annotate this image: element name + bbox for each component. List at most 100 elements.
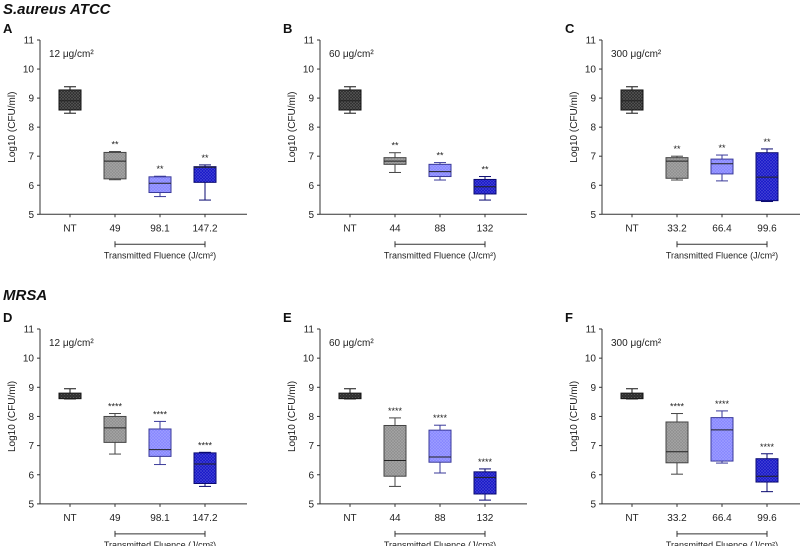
y-tick-label: 8 [590,412,596,423]
y-tick-label: 7 [308,152,314,163]
panel-letter: B [283,21,292,36]
x-tick-label: 147.2 [192,513,217,524]
iqr-box [428,429,452,463]
y-tick-label: 10 [585,354,597,365]
significance-label: ** [436,151,444,161]
panel-a: A 5 6 7 8 9 10 11 Log10 (CFU/ml) 12 μg/cm² NT ** 49 *… [3,21,247,260]
significance-label: **** [198,440,213,450]
y-tick-label: 5 [308,499,314,510]
x-tick-label: 99.6 [757,223,777,234]
panel-letter: C [565,21,575,36]
y-tick-label: 9 [308,383,314,394]
iqr-box [58,89,82,111]
panel-letter: F [565,310,573,325]
iqr-box [148,428,172,457]
significance-label: ** [763,137,771,147]
y-tick-label: 6 [28,470,34,481]
significance-label: ** [673,144,681,154]
y-tick-label: 10 [23,354,35,365]
y-tick-label: 10 [23,65,35,76]
box-NT [620,388,644,400]
y-tick-label: 7 [590,441,596,452]
iqr-box [473,471,497,495]
box-NT [620,86,644,114]
y-tick-label: 10 [303,65,315,76]
x-tick-label: NT [625,513,638,524]
significance-label: **** [433,413,448,423]
box-132: **** [473,457,497,501]
y-tick-label: 8 [308,412,314,423]
panel-b: B 5 6 7 8 9 10 11 Log10 (CFU/ml) 60 μg/cm² NT ** 44 *… [283,21,527,260]
box-98.1: ** [148,164,172,198]
iqr-box [755,458,779,483]
y-tick-label: 7 [28,441,34,452]
box-147.2: **** [193,440,217,487]
box-NT [58,86,82,114]
box-44: ** [383,141,407,173]
y-tick-label: 7 [590,152,596,163]
y-axis-label: Log10 (CFU/ml) [287,381,298,452]
x-tick-label: 147.2 [192,223,217,234]
box-33.2: **** [665,402,689,475]
iqr-box [428,163,452,178]
y-tick-label: 6 [308,470,314,481]
y-axis-label: Log10 (CFU/ml) [7,381,18,452]
significance-label: **** [670,402,685,412]
y-tick-label: 5 [590,499,596,510]
panel-letter: D [3,310,12,325]
y-tick-label: 10 [585,65,597,76]
y-axis-label: Log10 (CFU/ml) [569,381,580,452]
y-tick-label: 5 [28,499,34,510]
y-tick-label: 9 [28,94,34,105]
panel-c: C 5 6 7 8 9 10 11 Log10 (CFU/ml) 300 μg/cm² NT ** 33… [565,21,800,260]
x-tick-label: 98.1 [150,223,170,234]
significance-label: ** [201,153,209,163]
y-tick-label: 11 [304,325,315,336]
y-tick-label: 9 [590,94,596,105]
significance-label: **** [388,406,403,416]
box-NT [58,388,82,400]
iqr-box [710,158,734,175]
y-tick-label: 7 [308,441,314,452]
y-tick-label: 5 [590,210,596,221]
x-tick-label: 49 [109,513,121,524]
significance-label: **** [478,457,493,467]
y-tick-label: 8 [308,123,314,134]
significance-label: **** [760,442,775,452]
significance-label: ** [718,143,726,153]
x-tick-label: NT [343,223,356,234]
x-tick-label: 88 [434,223,446,234]
box-88: **** [428,413,452,474]
y-tick-label: 8 [28,123,34,134]
x-tick-label: 33.2 [667,223,687,234]
x-axis-label: Transmitted Fluence (J/cm²) [384,540,496,546]
y-tick-label: 11 [24,36,35,47]
iqr-box [148,176,172,194]
iqr-box [103,151,127,180]
iqr-box [710,417,734,462]
iqr-box [665,157,689,179]
x-tick-label: NT [63,223,76,234]
y-axis-label: Log10 (CFU/ml) [569,92,580,163]
y-tick-label: 10 [303,354,315,365]
iqr-box [103,415,127,443]
significance-label: ** [156,164,164,174]
x-axis-label: Transmitted Fluence (J/cm²) [104,540,216,546]
concentration-label: 60 μg/cm² [329,49,374,60]
y-tick-label: 11 [586,325,597,336]
iqr-box [665,421,689,464]
y-tick-label: 8 [590,123,596,134]
iqr-box [383,424,407,477]
panel-f: F 5 6 7 8 9 10 11 Log10 (CFU/ml) 300 μg/cm² NT ****… [565,310,800,546]
x-tick-label: NT [625,223,638,234]
x-tick-label: 99.6 [757,513,777,524]
concentration-label: 12 μg/cm² [49,338,94,349]
concentration-label: 60 μg/cm² [329,338,374,349]
y-tick-label: 11 [24,325,35,336]
concentration-label: 300 μg/cm² [611,49,662,60]
box-132: ** [473,165,497,201]
significance-label: **** [153,409,168,419]
panel-e: E 5 6 7 8 9 10 11 Log10 (CFU/ml) 60 μg/cm² NT **** 4… [283,310,527,546]
y-tick-label: 6 [28,181,34,192]
iqr-box [620,89,644,111]
